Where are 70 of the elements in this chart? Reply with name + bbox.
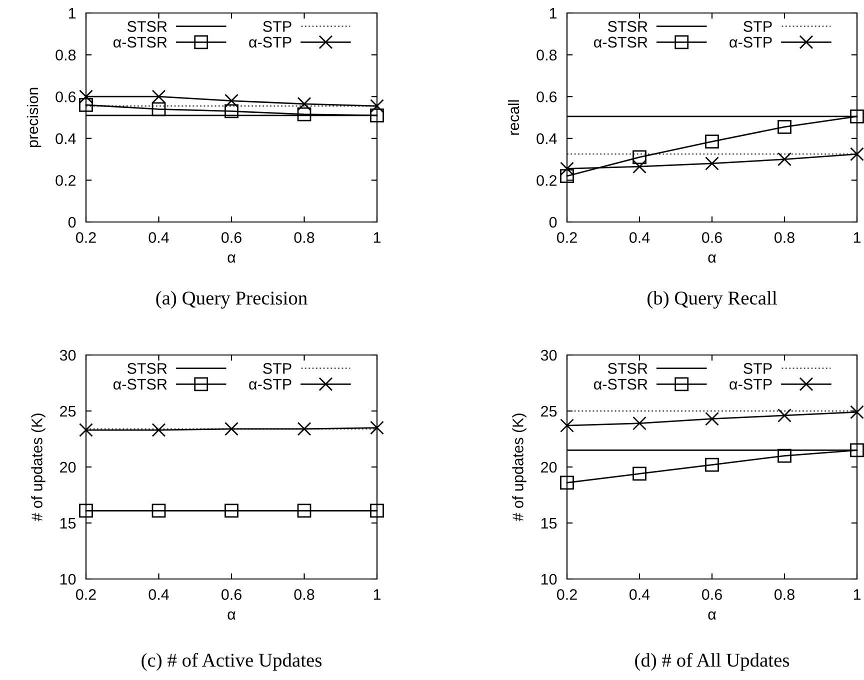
legend-label: α-STSR: [113, 36, 167, 48]
y-tick-label: 20: [541, 462, 557, 473]
x-tick-label: 1: [854, 589, 861, 600]
legend-label: STSR: [608, 363, 648, 374]
legend-label: α-STP: [249, 378, 292, 390]
x-tick-label: 0.4: [629, 232, 650, 243]
y-tick-label: 0: [68, 216, 76, 228]
y-axis-title: precision: [26, 88, 42, 148]
legend-label: STP: [744, 21, 772, 32]
text: (b) Query Recall: [648, 290, 777, 309]
y-tick-label: 0.2: [56, 175, 76, 186]
x-tick-label: 0.2: [76, 232, 96, 243]
x-tick-label: 0.2: [556, 589, 577, 600]
legend-label: STSR: [127, 363, 167, 374]
y-tick-label: 0.6: [536, 91, 557, 102]
x-axis-title: α: [708, 254, 716, 263]
legend-label: STSR: [608, 21, 648, 32]
y-axis-title: # of updates (K): [31, 414, 46, 522]
x-tick-label: 0.4: [629, 589, 650, 600]
y-tick-label: 25: [541, 406, 557, 417]
y-axis-title: # of updates (K): [512, 414, 526, 522]
y-tick-label: 10: [541, 574, 557, 585]
legend-label: STP: [263, 21, 292, 32]
x-tick-label: 0.6: [702, 589, 722, 600]
legend-label: STP: [263, 363, 292, 374]
y-tick-label: 10: [60, 574, 76, 585]
x-tick-label: 1: [854, 232, 861, 243]
legend-label: α-STSR: [113, 378, 167, 390]
x-tick-label: 0.4: [148, 232, 169, 243]
x-tick-label: 1: [374, 589, 381, 600]
y-axis-title: recall: [508, 100, 520, 135]
x-tick-label: 0.2: [556, 232, 577, 243]
x-tick-label: 1: [374, 232, 381, 243]
y-tick-label: 15: [60, 518, 76, 529]
legend-label: α-STSR: [594, 378, 648, 390]
y-tick-label: 0.8: [56, 50, 76, 60]
x-tick-label: 0.6: [221, 232, 242, 243]
legend-label: STP: [744, 363, 772, 374]
y-tick-label: 0.8: [536, 50, 557, 60]
y-tick-label: 0.4: [56, 133, 76, 144]
y-tick-label: 25: [60, 406, 76, 417]
y-tick-label: 20: [60, 462, 76, 473]
y-tick-label: 1: [68, 8, 76, 19]
x-axis-title: α: [708, 611, 716, 620]
x-tick-label: 0.6: [221, 589, 242, 600]
y-tick-label: 30: [540, 350, 557, 361]
y-tick-label: 0.2: [536, 175, 557, 186]
legend-label: α-STP: [249, 36, 292, 48]
y-tick-label: 0.6: [56, 91, 76, 102]
x-tick-label: 0.2: [76, 589, 96, 600]
x-tick-label: 0.8: [774, 232, 794, 243]
text: (a) Query Precision: [156, 290, 308, 309]
y-tick-label: 1: [550, 8, 557, 19]
legend-label: α-STSR: [594, 36, 648, 48]
x-tick-label: 0.8: [294, 232, 314, 243]
legend-label: α-STP: [730, 36, 772, 48]
y-tick-label: 30: [60, 350, 76, 361]
text: (d) # of All Updates: [635, 652, 790, 671]
x-tick-label: 0.8: [774, 589, 794, 600]
x-axis-title: α: [228, 254, 236, 263]
legend-label: STSR: [127, 21, 167, 32]
y-tick-label: 0: [549, 216, 557, 228]
x-tick-label: 0.6: [702, 232, 722, 243]
legend-label: α-STP: [730, 378, 772, 390]
x-tick-label: 0.4: [148, 589, 169, 600]
x-tick-label: 0.8: [294, 589, 314, 600]
x-axis-title: α: [228, 611, 236, 620]
y-tick-label: 0.4: [536, 133, 557, 144]
y-tick-label: 15: [541, 518, 557, 529]
text: (c) # of Active Updates: [142, 652, 322, 671]
